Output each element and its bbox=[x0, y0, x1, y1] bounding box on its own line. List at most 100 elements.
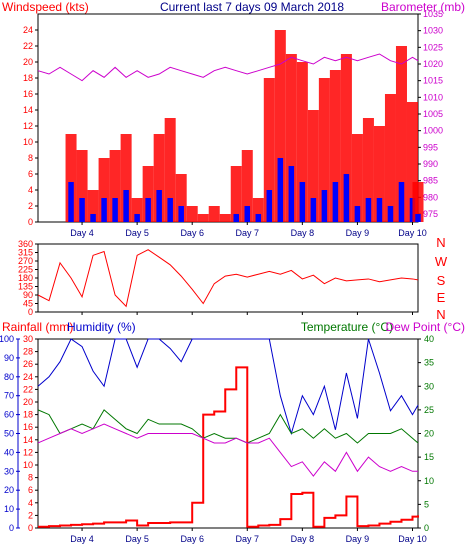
temp-y-tick-label: 0 bbox=[424, 523, 429, 533]
wind-bar bbox=[387, 206, 394, 222]
temp-y-tick-label: 10 bbox=[424, 476, 434, 486]
direction-y-tick-label: 180 bbox=[18, 273, 33, 283]
baro-axis-label: Barometer (mb) bbox=[381, 0, 465, 14]
rain-y-tick-label: 22 bbox=[23, 384, 33, 394]
humidity-y-tick-label: 30 bbox=[4, 466, 14, 476]
gust-bar bbox=[263, 78, 275, 222]
rain-y-tick-label: 26 bbox=[23, 359, 33, 369]
humidity-y-tick-label: 0 bbox=[9, 523, 14, 533]
wind-bar bbox=[79, 198, 85, 222]
wind-bar bbox=[167, 198, 173, 222]
direction-y-tick-label: 360 bbox=[18, 239, 33, 249]
humidity-y-tick-label: 100 bbox=[0, 334, 14, 344]
temp-y-tick-label: 20 bbox=[424, 429, 434, 439]
wind-x-tick-label: Day 9 bbox=[346, 228, 370, 238]
wind-bar bbox=[255, 214, 262, 222]
rain-y-tick-label: 16 bbox=[23, 422, 33, 432]
gust-bar bbox=[98, 158, 110, 222]
humidity-y-tick-label: 10 bbox=[4, 504, 14, 514]
gust-bar bbox=[109, 150, 121, 222]
gust-bar bbox=[412, 182, 424, 222]
direction-y-tick-label: 0 bbox=[28, 307, 33, 317]
wind-axis-label: Windspeed (kts) bbox=[2, 0, 89, 14]
wind-bar bbox=[288, 166, 295, 222]
humidity-y-tick-label: 60 bbox=[4, 410, 14, 420]
rain-panel-frame bbox=[37, 338, 419, 529]
wind-y-tick-label: 22 bbox=[23, 41, 33, 51]
humidity-y-tick-label: 40 bbox=[4, 447, 14, 457]
wind-y-tick-label: 16 bbox=[23, 89, 33, 99]
rain-y-tick-label: 10 bbox=[23, 460, 33, 470]
compass-label: E bbox=[437, 290, 446, 305]
direction-line bbox=[37, 249, 419, 308]
gust-bar bbox=[307, 110, 319, 222]
wind-y-tick-label: 18 bbox=[23, 73, 33, 83]
direction-y-tick-label: 270 bbox=[18, 256, 33, 266]
rain-y-tick-label: 4 bbox=[28, 498, 33, 508]
humidity-y-tick-label: 70 bbox=[4, 391, 14, 401]
rain-y-tick-label: 6 bbox=[28, 485, 33, 495]
wind-bar bbox=[134, 214, 140, 222]
wind-bar bbox=[244, 206, 251, 222]
gust-bar bbox=[296, 62, 308, 222]
gust-bar bbox=[120, 134, 132, 222]
wind-x-tick-label: Day 6 bbox=[180, 228, 204, 238]
wind-x-tick-label: Day 7 bbox=[236, 228, 260, 238]
gust-bar bbox=[351, 134, 363, 222]
humidity-y-tick-label: 50 bbox=[4, 429, 14, 439]
gust-bar bbox=[153, 134, 165, 222]
wind-bar bbox=[266, 190, 273, 222]
wind-bar bbox=[123, 190, 129, 222]
gust-bar bbox=[164, 118, 176, 222]
direction-y-tick-label: 45 bbox=[23, 299, 33, 309]
baro-y-tick-label: 995 bbox=[423, 142, 438, 152]
wind-bar bbox=[310, 198, 317, 222]
gust-bar bbox=[395, 46, 407, 222]
wind-y-tick-label: 24 bbox=[23, 25, 33, 35]
rain-y-tick-label: 28 bbox=[23, 347, 33, 357]
rain-x-tick-label: Day 4 bbox=[70, 534, 94, 544]
wind-bar bbox=[90, 214, 96, 222]
rain-y-tick-label: 24 bbox=[23, 372, 33, 382]
wind-bar bbox=[112, 198, 118, 222]
gust-bar bbox=[208, 206, 220, 222]
rain-y-tick-label: 0 bbox=[28, 523, 33, 533]
wind-bar bbox=[277, 158, 284, 222]
baro-y-tick-label: 1030 bbox=[423, 26, 443, 36]
wind-bar bbox=[233, 214, 240, 222]
direction-y-tick-label: 135 bbox=[18, 282, 33, 292]
wind-bar bbox=[415, 214, 421, 222]
rain-line bbox=[38, 366, 419, 528]
gust-bar bbox=[230, 166, 242, 222]
gust-bar bbox=[142, 166, 154, 222]
temp-y-tick-label: 35 bbox=[424, 358, 434, 368]
gust-bar bbox=[65, 134, 77, 222]
baro-y-tick-label: 985 bbox=[423, 176, 438, 186]
rain-y-tick-label: 20 bbox=[23, 397, 33, 407]
baro-y-tick-label: 980 bbox=[423, 192, 438, 202]
rain-y-tick-label: 12 bbox=[23, 447, 33, 457]
gust-bar bbox=[197, 214, 209, 222]
temp-axis-label: Temperature (°C) bbox=[301, 320, 393, 334]
temp-y-tick-label: 40 bbox=[424, 334, 434, 344]
baro-y-tick-label: 1000 bbox=[423, 126, 443, 136]
wind-y-tick-label: 4 bbox=[28, 185, 33, 195]
baro-y-tick-label: 990 bbox=[423, 159, 438, 169]
gust-bar bbox=[186, 206, 198, 222]
wind-bar bbox=[299, 182, 306, 222]
dewpoint-line bbox=[37, 423, 418, 477]
temperature-line bbox=[37, 409, 419, 444]
wind-bar bbox=[332, 182, 339, 222]
gust-bar bbox=[318, 78, 330, 222]
wind-y-tick-label: 2 bbox=[28, 201, 33, 211]
gust-bar bbox=[219, 214, 231, 222]
gust-bar bbox=[340, 54, 352, 222]
temp-y-tick-label: 30 bbox=[424, 381, 434, 391]
baro-y-tick-label: 1010 bbox=[423, 92, 443, 102]
wind-y-tick-label: 8 bbox=[28, 153, 33, 163]
rain-x-tick-label: Day 7 bbox=[236, 534, 260, 544]
baro-y-tick-label: 1015 bbox=[423, 76, 443, 86]
wind-bar bbox=[68, 182, 74, 222]
wind-bar bbox=[354, 206, 361, 222]
humidity-axis-label: Humidity (%) bbox=[67, 320, 136, 334]
